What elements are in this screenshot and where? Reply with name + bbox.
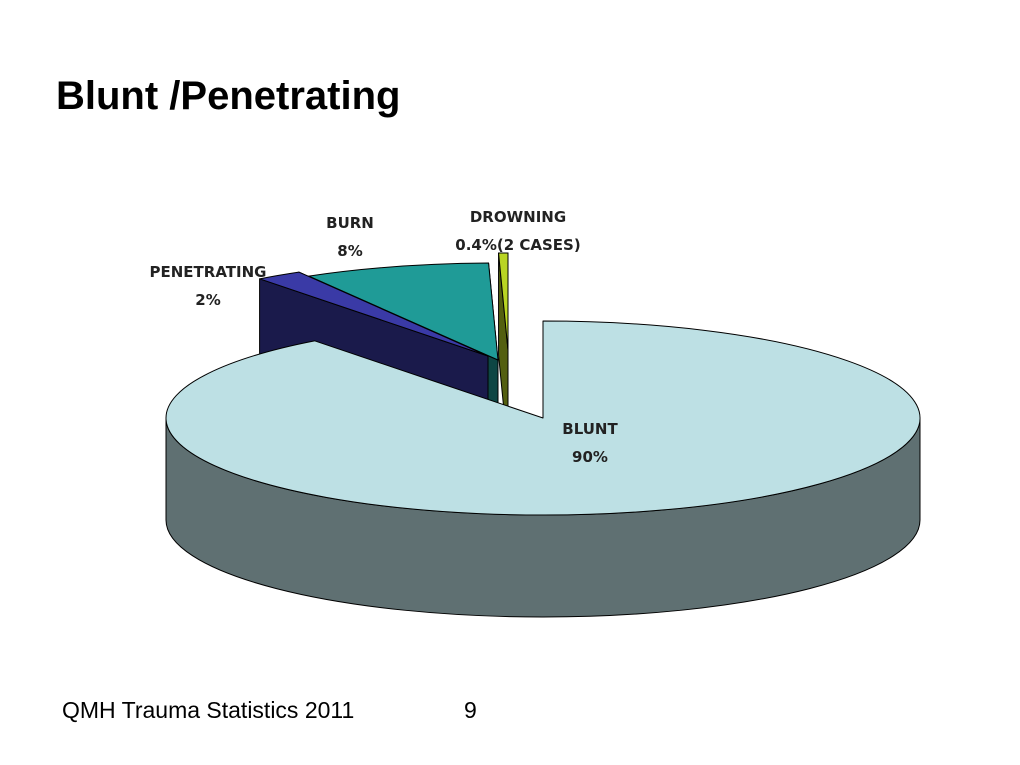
slice-top <box>259 271 489 357</box>
slice-value-label: 8% <box>337 242 362 260</box>
slice-value-label: 2% <box>195 291 220 309</box>
slice-top <box>165 320 921 516</box>
slice-value-label: 0.4%(2 CASES) <box>455 236 580 254</box>
slice-label: DROWNING <box>470 208 566 226</box>
page-number: 9 <box>464 697 477 723</box>
slice-label: BURN <box>326 214 374 232</box>
slide-title: Blunt /Penetrating <box>56 74 401 118</box>
footer-text: QMH Trauma Statistics 2011 <box>62 697 355 723</box>
slice-label: PENETRATING <box>150 263 267 281</box>
slice-value-label: 90% <box>572 448 608 466</box>
slice-top <box>308 262 499 361</box>
slice-label: BLUNT <box>562 420 618 438</box>
slice-top <box>498 252 509 351</box>
